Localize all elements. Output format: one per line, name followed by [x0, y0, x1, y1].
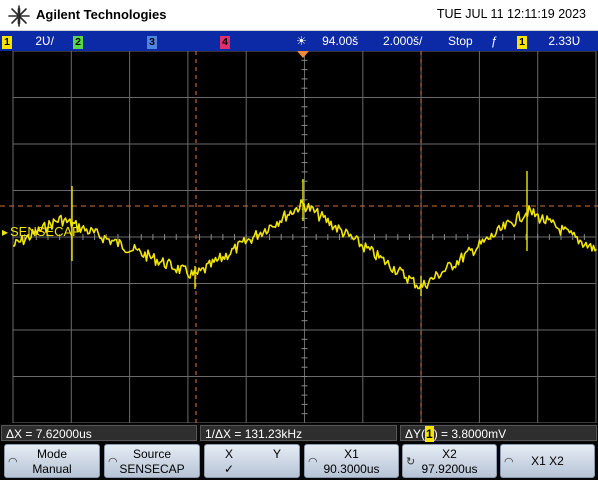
channel-3-status[interactable]: 3 — [147, 31, 157, 51]
trigger-channel-badge: 1 — [517, 36, 527, 49]
channel-1-status[interactable]: 1 2Ʋ/ — [2, 31, 54, 51]
cursor-measurement-bar: ΔX = 7.62000us 1/ΔX = 131.23kHz ΔY(1) = … — [0, 424, 598, 442]
trigger-position-marker — [297, 51, 309, 58]
channel-2-status[interactable]: 2 — [73, 31, 83, 51]
delta-y-channel: 1 — [425, 426, 434, 442]
agilent-spark-logo — [8, 5, 30, 27]
x1x2-softkey[interactable]: ◠ X1 X2 — [500, 444, 595, 478]
source-title: Source — [132, 447, 172, 461]
waveform-display: ▸ SENSECAP — [0, 51, 598, 423]
x-selected-check-icon: ✓ — [223, 462, 235, 476]
x1-softkey[interactable]: ◠ X1 90.3000us — [304, 444, 399, 478]
title-bar: Agilent Technologies TUE JUL 11 12:11:19… — [0, 0, 598, 31]
delta-y-value: ) = 3.8000mV — [433, 427, 507, 441]
mode-title: Mode — [36, 447, 68, 461]
softkey-bar: ◠ Mode Manual ◠ Source SENSECAP X Y ✓ ◠ … — [0, 443, 598, 480]
x1-value: 90.3000us — [323, 462, 380, 476]
trigger-edge-icon: ƒ — [491, 34, 498, 48]
channel-1-badge: 1 — [2, 36, 12, 49]
mode-softkey[interactable]: ◠ Mode Manual — [4, 444, 100, 478]
delta-x-readout: ΔX = 7.62000us — [1, 425, 197, 441]
x1-title: X1 — [344, 447, 359, 461]
run-state[interactable]: Stop — [448, 34, 473, 48]
sensecap-trace — [13, 199, 598, 290]
inverse-delta-x-readout: 1/ΔX = 131.23kHz — [200, 425, 397, 441]
date-time: TUE JUL 11 12:11:19 2023 — [436, 7, 586, 21]
rotate-knob-icon: ↻ — [406, 456, 416, 468]
x1x2-label: X1 X2 — [531, 454, 564, 468]
delta-y-readout: ΔY(1) = 3.8000mV — [400, 425, 597, 442]
channel-2-badge: 2 — [73, 36, 83, 49]
xy-softkey[interactable]: X Y ✓ — [204, 444, 300, 478]
delta-y-prefix: ΔY( — [405, 427, 426, 441]
trace-spikes — [71, 171, 528, 296]
rotate-knob-icon: ◠ — [308, 456, 318, 468]
rotate-knob-icon: ◠ — [8, 456, 18, 468]
channel-4-badge: 4 — [220, 36, 230, 49]
channel-4-status[interactable]: 4 — [220, 31, 230, 51]
brand-name: Agilent Technologies — [36, 7, 167, 22]
source-softkey[interactable]: ◠ Source SENSECAP — [104, 444, 200, 478]
trigger-position-icon: ☀ — [296, 34, 307, 48]
sensecap-channel-label: ▸ SENSECAP — [2, 224, 81, 239]
channel-label-text: SENSECAP — [10, 224, 81, 239]
channel-3-badge: 3 — [147, 36, 157, 49]
trigger-status[interactable]: 1 2.33Ʋ — [517, 31, 580, 51]
trigger-position-status[interactable]: ☀ 94.00š — [296, 31, 358, 51]
mode-value: Manual — [32, 462, 72, 476]
rotate-knob-icon: ◠ — [108, 456, 118, 468]
rotate-knob-icon: ◠ — [504, 456, 514, 468]
x2-value: 97.9200us — [421, 462, 478, 476]
x2-title: X2 — [442, 447, 457, 461]
trigger-level: 2.33Ʋ — [548, 34, 581, 48]
source-value: SENSECAP — [119, 462, 185, 476]
x2-softkey[interactable]: ↻ X2 97.9200us — [402, 444, 497, 478]
channel-status-bar: 1 2Ʋ/ 2 3 4 ☀ 94.00š 2.000š/ Stop ƒ 1 2.… — [0, 31, 598, 51]
graticule — [12, 51, 597, 423]
trigger-position-value: 94.00š — [322, 34, 359, 48]
x-option: X — [224, 447, 233, 461]
svg-text:▸: ▸ — [2, 225, 8, 239]
channel-1-scale: 2Ʋ/ — [35, 34, 55, 48]
timebase-status[interactable]: 2.000š/ — [383, 34, 423, 48]
y-option: Y — [272, 447, 281, 461]
